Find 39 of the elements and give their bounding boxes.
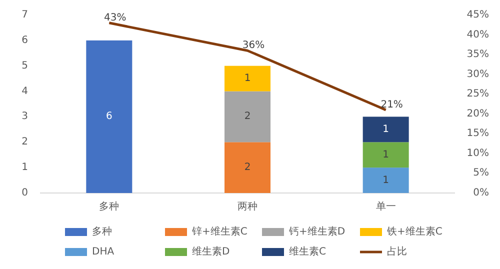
y2-tick-label: 15%	[466, 128, 489, 140]
data-label: 1	[382, 174, 390, 186]
y2-tick-label: 35%	[466, 49, 489, 60]
x-tick-label: 单一	[376, 200, 396, 212]
y-tick-label: 1	[22, 162, 28, 174]
data-label: 21%	[380, 99, 403, 110]
legend-label: 维生素C	[289, 246, 326, 258]
data-label: 36%	[242, 40, 265, 52]
y-tick-label: 7	[22, 10, 28, 20]
data-label: 1	[382, 124, 390, 135]
y-tick-label: 4	[22, 86, 28, 97]
legend-label: 铁+维生素C	[386, 226, 442, 238]
y2-tick-label: 25%	[466, 88, 489, 100]
y2-tick-label: 45%	[466, 10, 489, 20]
y2-tick-label: 20%	[466, 108, 489, 120]
data-label: 2	[244, 162, 251, 174]
legend-label: 钙+维生素D	[288, 226, 346, 238]
y2-tick-label: 40%	[466, 29, 489, 40]
data-label: 6	[106, 111, 112, 122]
legend-label: 锌+维生素C	[191, 226, 248, 238]
y-tick-label: 5	[22, 60, 28, 72]
y-tick-label: 6	[22, 34, 28, 46]
legend-label: 多种	[92, 226, 112, 238]
y2-tick-label: 0%	[473, 188, 489, 198]
legend-label: 占比	[387, 246, 407, 258]
y-tick-label: 3	[22, 111, 28, 122]
data-label: 43%	[104, 12, 126, 24]
y2-tick-label: 5%	[473, 168, 489, 179]
y2-tick-label: 30%	[466, 68, 489, 80]
data-label: 1	[382, 149, 390, 160]
x-tick-label: 两种	[238, 200, 258, 212]
y-tick-label: 0	[22, 188, 28, 198]
data-label: 2	[244, 111, 251, 122]
legend-label: DHA	[92, 246, 114, 258]
x-tick-label: 多种	[99, 200, 120, 212]
data-label: 1	[244, 73, 251, 84]
legend-label: 维生素D	[192, 246, 230, 258]
y2-tick-label: 10%	[466, 148, 489, 159]
y-tick-label: 2	[22, 136, 28, 148]
